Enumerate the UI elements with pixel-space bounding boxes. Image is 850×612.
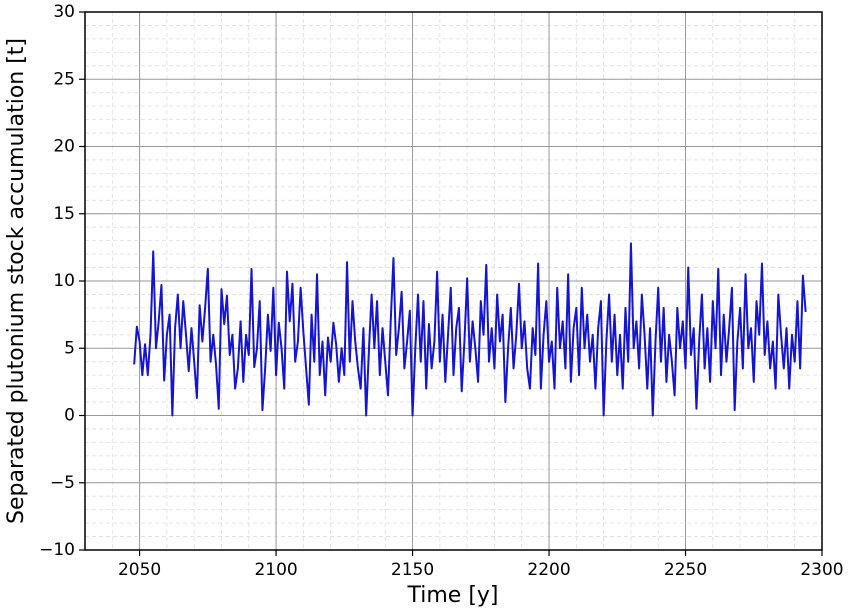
y-tick-label: 0 xyxy=(64,406,75,426)
x-axis-label: Time [y] xyxy=(406,583,498,608)
x-tick-label: 2150 xyxy=(391,560,434,580)
plot-frame xyxy=(84,11,823,551)
x-tick-label: 2050 xyxy=(118,560,161,580)
y-axis-label: Separated plutonium stock accumulation [… xyxy=(4,38,29,524)
y-tick-label: 10 xyxy=(53,271,75,291)
y-tick-label: −5 xyxy=(50,473,75,493)
y-tick-label: 20 xyxy=(53,137,75,157)
x-tick-label: 2300 xyxy=(800,560,843,580)
x-tick-label: 2100 xyxy=(254,560,297,580)
y-tick-label: 15 xyxy=(53,204,75,224)
y-tick-label: 30 xyxy=(53,2,75,22)
x-tick-label: 2250 xyxy=(664,560,707,580)
x-tick-label: 2200 xyxy=(527,560,570,580)
y-tick-label: 25 xyxy=(53,69,75,89)
y-tick-label: 5 xyxy=(64,338,75,358)
y-tick-label: −10 xyxy=(39,540,75,560)
data-line xyxy=(133,242,807,417)
